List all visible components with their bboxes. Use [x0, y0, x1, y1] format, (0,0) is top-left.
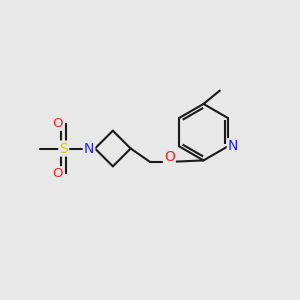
Text: N: N — [228, 139, 238, 153]
Text: N: N — [84, 142, 94, 155]
Text: O: O — [52, 117, 62, 130]
Text: O: O — [164, 150, 175, 164]
Text: S: S — [59, 142, 68, 155]
Text: O: O — [52, 167, 62, 180]
